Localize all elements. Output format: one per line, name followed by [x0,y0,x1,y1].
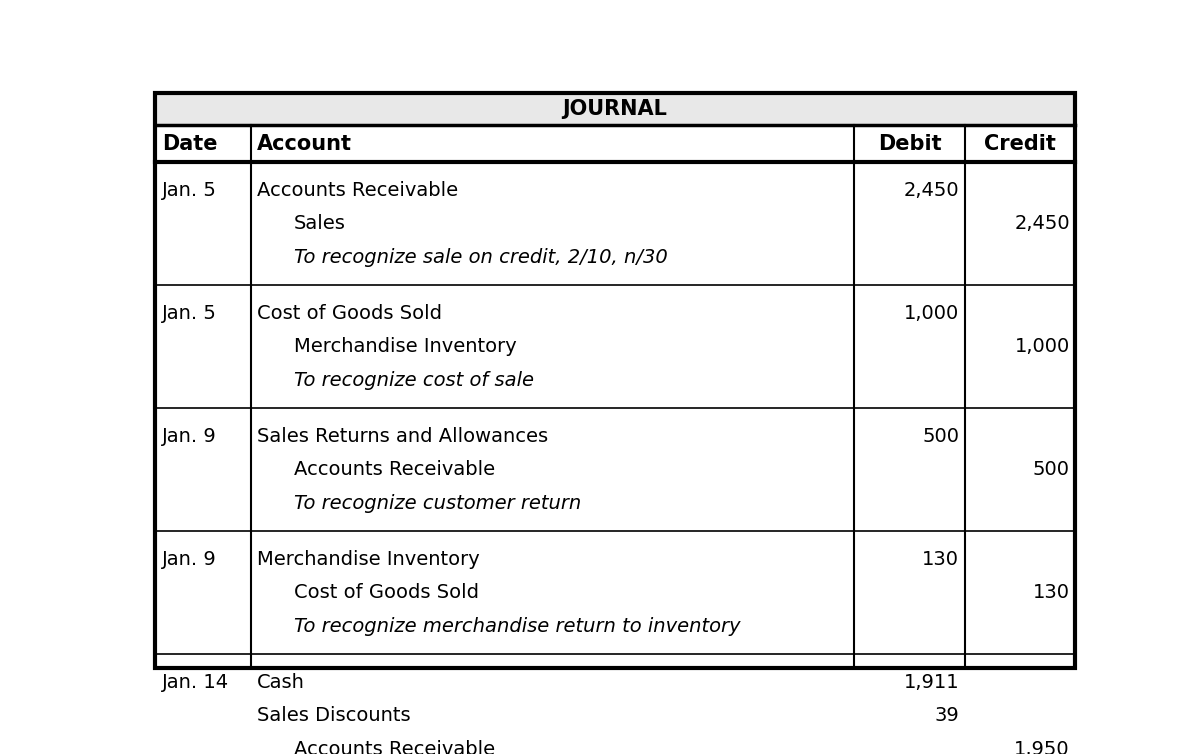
Text: Cost of Goods Sold: Cost of Goods Sold [257,304,442,323]
Text: Accounts Receivable: Accounts Receivable [294,740,494,754]
Bar [155,162,1075,285]
Text: To recognize cost of sale: To recognize cost of sale [294,371,534,390]
Text: 500: 500 [923,427,959,446]
Text: 1,000: 1,000 [904,304,959,323]
Text: Jan. 14: Jan. 14 [162,673,229,692]
Text: Date: Date [162,133,217,154]
Text: Sales Discounts: Sales Discounts [257,706,410,725]
Text: 1,950: 1,950 [1014,740,1070,754]
Text: Accounts Receivable: Accounts Receivable [294,461,494,480]
Text: To recognize merchandise return to inventory: To recognize merchandise return to inven… [294,617,740,636]
Text: Debit: Debit [878,133,942,154]
Text: Cash: Cash [257,673,305,692]
Text: 500: 500 [1033,461,1070,480]
Text: To recognize sale on credit, 2/10, n/30: To recognize sale on credit, 2/10, n/30 [294,248,667,267]
Text: Sales Returns and Allowances: Sales Returns and Allowances [257,427,548,446]
Bar [155,409,1075,532]
Text: Accounts Receivable: Accounts Receivable [257,181,458,200]
Text: Jan. 9: Jan. 9 [162,427,217,446]
Text: Jan. 5: Jan. 5 [162,181,217,200]
Text: Jan. 5: Jan. 5 [162,304,217,323]
Text: Account: Account [257,133,352,154]
Bar [155,532,1075,654]
Text: Cost of Goods Sold: Cost of Goods Sold [294,584,479,602]
Text: 1,000: 1,000 [1014,337,1070,357]
Text: JOURNAL: JOURNAL [563,100,667,119]
Text: 2,450: 2,450 [904,181,959,200]
Text: Credit: Credit [984,133,1056,154]
Text: Sales: Sales [294,214,346,233]
Text: 130: 130 [923,550,959,569]
Text: 1,911: 1,911 [904,673,959,692]
Text: Merchandise Inventory: Merchandise Inventory [294,337,516,357]
Text: To recognize customer return: To recognize customer return [294,494,581,513]
Bar [155,285,1075,409]
Text: Jan. 9: Jan. 9 [162,550,217,569]
Bar [155,93,1075,125]
Text: 130: 130 [1033,584,1070,602]
Bar [155,125,1075,162]
Text: 2,450: 2,450 [1014,214,1070,233]
Bar [155,654,1075,754]
Text: 39: 39 [935,706,959,725]
Text: Merchandise Inventory: Merchandise Inventory [257,550,480,569]
